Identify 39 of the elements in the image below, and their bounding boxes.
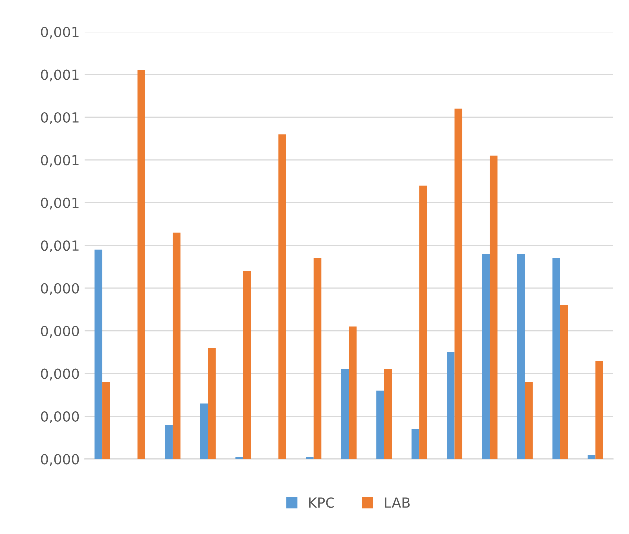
bar [349,326,357,460]
y-tick-label: 0,001 [41,70,79,82]
bar [412,429,420,460]
y-tick-label: 0,001 [41,27,79,39]
bar [490,156,498,460]
bar [596,360,604,460]
bar [447,352,455,460]
y-tick-label: 0,001 [41,112,79,124]
bar [165,425,173,460]
bar [138,70,146,460]
y-tick-label: 0,000 [41,454,80,466]
bar [517,254,526,460]
bar [102,382,110,460]
bar [560,305,568,460]
bar [454,108,463,460]
legend-label: LAB [385,498,410,508]
y-tick-label: 0,000 [41,326,80,338]
y-tick-label: 0,000 [41,411,80,424]
bar [200,404,208,460]
bar [420,186,428,460]
bar [278,134,286,460]
bar [588,454,596,460]
bar [552,258,560,460]
bar [94,250,103,460]
bar [376,390,384,460]
bar [243,271,252,460]
bar [314,258,322,460]
bar [341,370,350,460]
y-tick-label: 0,000 [41,283,80,296]
y-tick-label: 0,001 [41,155,79,168]
y-tick-label: 0,000 [41,368,80,381]
y-tick-label: 0,001 [41,240,79,253]
bar [172,232,181,460]
y-tick-label: 0,001 [41,198,79,210]
bar [482,254,490,460]
legend-label: KPC [309,498,335,508]
bar [208,348,216,460]
bar [525,382,533,460]
bar [384,370,392,460]
